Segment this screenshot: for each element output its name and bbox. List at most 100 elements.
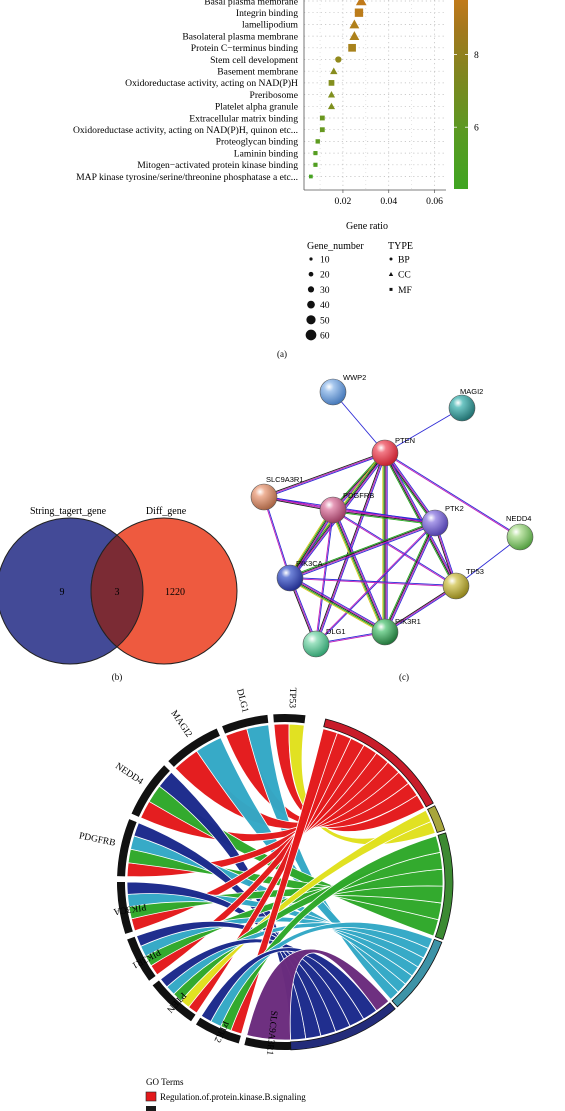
network-node-tp53 — [442, 572, 470, 600]
legend-go-title: GO Terms — [146, 1077, 184, 1087]
network-edge — [264, 453, 386, 499]
gene-label: DLG1 — [234, 688, 250, 714]
x-tick-label: 0.04 — [380, 196, 397, 207]
network-edge — [383, 522, 434, 632]
network-edge — [290, 510, 335, 579]
gene-label: PDGFRB — [78, 831, 116, 848]
chord-ribbon — [144, 868, 444, 967]
term-arc — [290, 1002, 396, 1051]
legend-type-mf-marker — [389, 287, 393, 291]
legend-size-dot — [306, 315, 316, 325]
gene-arc-ptk2 — [195, 1017, 241, 1044]
chord-ribbon — [173, 851, 443, 1002]
network-edge — [287, 508, 332, 578]
point-mf — [328, 80, 335, 86]
network-node-pik3r1 — [371, 618, 399, 646]
chord-ribbon — [220, 835, 441, 1031]
term-arc — [427, 805, 446, 834]
category-label: Proteoglycan binding — [216, 137, 299, 148]
network-edge — [333, 509, 387, 632]
network-edge — [332, 509, 386, 633]
venn-overlap-value: 3 — [115, 587, 120, 598]
network-edge — [384, 584, 456, 632]
network-edge — [316, 523, 436, 645]
network-edge — [385, 523, 436, 633]
gene-arc-dlg1 — [222, 714, 269, 734]
gene-label: NEDD4 — [113, 761, 145, 787]
venn-right-label: Diff_gene — [146, 506, 187, 517]
chord-ribbon — [288, 723, 436, 846]
legend-go-item: Regulation.of.protein.kinase.B.signaling — [160, 1092, 306, 1102]
network-edge — [289, 577, 386, 633]
network-edge — [291, 510, 336, 580]
network-node-pten — [371, 439, 399, 467]
gene-arc-pik3r1 — [127, 936, 156, 981]
term-arc — [391, 938, 443, 1008]
network-edge — [289, 578, 385, 634]
x-axis-title: Gene ratio — [346, 221, 388, 232]
gene-arc-pdgfrb — [117, 819, 137, 877]
legend-type-bp-marker — [389, 257, 393, 261]
chord-ribbon — [159, 938, 365, 1027]
colorbar-tick-label: 8 — [474, 50, 479, 61]
point-cc — [349, 31, 360, 41]
category-label: Protein C−terminus binding — [191, 43, 298, 54]
network-edge — [290, 576, 386, 632]
network-node-label: DLG1 — [326, 627, 346, 636]
x-tick-labels: 0.02 0.04 0.06 — [335, 190, 443, 207]
network-edge — [263, 497, 290, 579]
point-cc — [327, 91, 336, 98]
legend-go-swatch — [145, 1091, 157, 1102]
point-mf — [313, 162, 318, 167]
panel-c-caption: (c) — [399, 672, 409, 682]
network-node-pdgfrb — [319, 496, 347, 524]
legend-type-cc-marker — [388, 272, 394, 276]
network-edge — [330, 510, 384, 634]
x-tick-label: 0.06 — [426, 196, 443, 207]
colorbar-ticks: 86 — [454, 50, 479, 134]
category-label: Basement membrane — [217, 67, 298, 78]
network-edge — [290, 523, 436, 579]
network-edge — [289, 578, 456, 587]
network-edge — [333, 509, 457, 586]
network-nodes: WWP2 MAGI2 PTEN SLC9A3R1 PDGFRB PTK2 NEDD4 PIK3… — [250, 373, 534, 658]
point-bp — [335, 56, 342, 63]
term-arc — [323, 718, 434, 808]
gene-label: SLC9A3R1 — [264, 1010, 279, 1056]
network-edge — [290, 575, 387, 631]
network-edge — [288, 509, 333, 578]
chord-ribbons — [126, 723, 444, 1041]
colorbar-tick-label: 6 — [474, 123, 479, 134]
point-mf — [309, 174, 313, 179]
network-edge — [290, 577, 457, 586]
legend-type: BP CC MF — [388, 255, 412, 296]
category-label: Extracellular matrix binding — [189, 113, 298, 124]
network-edge — [385, 451, 437, 523]
category-label: Basolateral plasma membrane — [182, 31, 298, 42]
panel-b-caption: (b) — [112, 672, 123, 682]
legend-type-label: CC — [398, 270, 411, 281]
category-label: lamellipodium — [242, 20, 298, 31]
network-edge — [264, 496, 436, 523]
gene-arc-slc9a3r1 — [244, 1037, 291, 1050]
gene-label: MAGI2 — [168, 709, 193, 740]
panel-d-chord-diagram: TP53DLG1MAGI2NEDD4PDGFRBPIK3CAPIK3R1PTEN… — [78, 687, 454, 1111]
legend-size-label: 40 — [320, 300, 330, 311]
gene-label: TP53 — [287, 687, 298, 708]
network-edge — [288, 579, 385, 635]
network-edge — [455, 536, 521, 587]
network-edge — [263, 497, 435, 524]
category-label: Basal plasma membrane — [204, 0, 298, 7]
dot-plot-grid — [304, 0, 446, 190]
legend-size-label: 30 — [320, 285, 330, 296]
legend-size-dot — [309, 257, 313, 261]
point-mf — [319, 127, 325, 133]
network-node-label: TP53 — [466, 567, 484, 576]
gene-arc-pik3ca — [117, 882, 133, 934]
legend-size: 10 20 30 40 50 60 — [305, 255, 330, 342]
network-edge — [384, 453, 520, 538]
network-node-label: PTK2 — [445, 504, 464, 513]
network-edge — [289, 521, 435, 577]
